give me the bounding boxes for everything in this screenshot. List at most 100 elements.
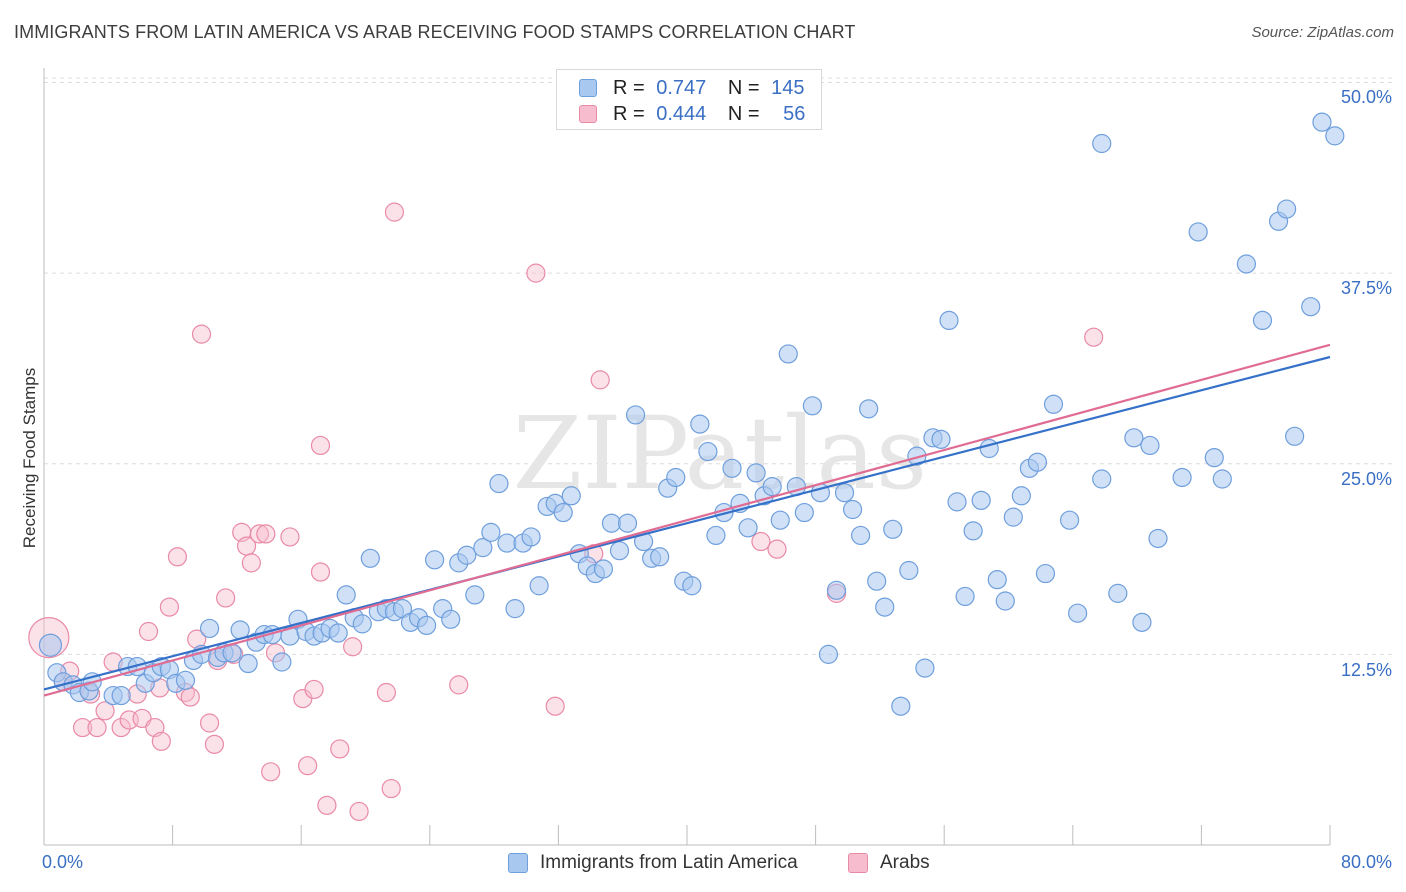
latin-america-point [553, 502, 573, 523]
arab-trend-line [43, 343, 1331, 697]
latin-america-point [473, 538, 493, 558]
pink-swatch [579, 105, 597, 123]
arab-point [204, 734, 224, 754]
latin-america-point [505, 599, 525, 619]
latin-america-point [1204, 448, 1224, 468]
latin-america-point [794, 502, 814, 523]
arab-point [138, 621, 159, 642]
latin-america-point [899, 560, 919, 581]
arab-point [261, 762, 281, 782]
arab-point [249, 524, 270, 544]
latin-america-point [963, 521, 983, 541]
latin-america-point [995, 591, 1015, 611]
latin-america-point [1108, 583, 1128, 603]
latin-america-point [931, 429, 951, 449]
latin-america-point [1276, 199, 1297, 219]
latin-america-point [497, 533, 517, 553]
blue-swatch [579, 79, 597, 97]
chart-title: IMMIGRANTS FROM LATIN AMERICA VS ARAB RE… [14, 22, 856, 42]
blue-n-value: 145 [771, 77, 805, 99]
pink-n-value: 56 [783, 103, 806, 125]
latin-america-point [1188, 222, 1208, 242]
latin-america-point [601, 513, 622, 533]
latin-america-point [690, 414, 710, 434]
arab-point [167, 547, 188, 567]
arab-point [381, 778, 401, 799]
n-label: N = [727, 77, 760, 99]
latin-america-point [778, 344, 798, 364]
axes [43, 68, 1331, 846]
latin-america-point [360, 548, 380, 568]
latin-america-point [915, 658, 935, 678]
latin-america-point [561, 486, 581, 506]
arab-point [180, 687, 200, 707]
arab-point [199, 713, 220, 733]
arab-point [449, 675, 469, 695]
latin-america-point [617, 513, 638, 533]
latin-america-point [1092, 133, 1112, 154]
latin-america-point [875, 597, 895, 617]
y-tick-25: 25.0% [1340, 469, 1392, 489]
x-tick-min: 0.0% [42, 852, 84, 872]
latin-america-point [465, 585, 485, 605]
latin-america-point [834, 483, 855, 503]
latin-america-trend-line [43, 355, 1331, 691]
latin-america-point [1027, 452, 1048, 472]
arab-point [310, 562, 331, 582]
arab-point [343, 637, 363, 657]
latin-america-point [1003, 507, 1023, 527]
latin-america-point [1043, 394, 1064, 414]
arab-point [545, 696, 565, 716]
pink-legend-swatch [848, 853, 868, 873]
latin-america-point [706, 525, 726, 546]
watermark: ZIPatlas [513, 395, 928, 512]
arab-point [151, 731, 171, 751]
arab-point [280, 527, 300, 547]
latin-america-point [818, 644, 839, 664]
latin-america-point [666, 467, 686, 488]
pink-r-value: 0.444 [656, 103, 707, 125]
arab-point [72, 717, 93, 738]
latin-america-point [859, 399, 879, 419]
latin-america-point [38, 633, 63, 657]
latin-america-point [352, 614, 372, 634]
latin-america-point [770, 510, 790, 530]
arab-point [111, 717, 131, 738]
latin-america-point [238, 653, 258, 674]
arab-point [590, 370, 610, 390]
arab-point [241, 553, 261, 573]
latin-america-point [199, 618, 220, 639]
source-credit: Source: ZipAtlas.com [1251, 24, 1394, 41]
arab-point [751, 531, 771, 552]
latin-america-point [1325, 126, 1345, 146]
y-tick-50: 50.0% [1340, 87, 1392, 107]
latin-america-point [416, 615, 437, 636]
latin-america-point [441, 609, 461, 629]
latin-america-point [682, 576, 702, 596]
latin-america-point [722, 458, 742, 478]
latin-america-point [802, 396, 822, 416]
latin-america-point [1132, 612, 1152, 632]
arab-point [216, 588, 236, 608]
latin-america-point [481, 522, 501, 542]
latin-america-point [425, 550, 445, 570]
latin-america-point [1252, 310, 1273, 330]
latin-america-point [883, 519, 903, 539]
latin-america-point [1301, 297, 1321, 317]
arab-point [159, 597, 179, 617]
latin-america-point [328, 623, 348, 643]
latin-america-point [1148, 528, 1168, 549]
latin-america-point [272, 652, 292, 672]
latin-america-point [1068, 603, 1088, 623]
arab-point [376, 682, 396, 703]
r-label: R = [613, 77, 645, 99]
latin-america-point [1285, 426, 1305, 446]
latin-america-point [851, 525, 871, 546]
latin-america-point [1212, 469, 1232, 489]
latin-america-point [738, 518, 758, 538]
arab-point [526, 263, 546, 283]
arab-point [298, 756, 318, 776]
y-tick-37-5: 37.5% [1340, 278, 1392, 298]
n-label: N = [727, 103, 760, 125]
